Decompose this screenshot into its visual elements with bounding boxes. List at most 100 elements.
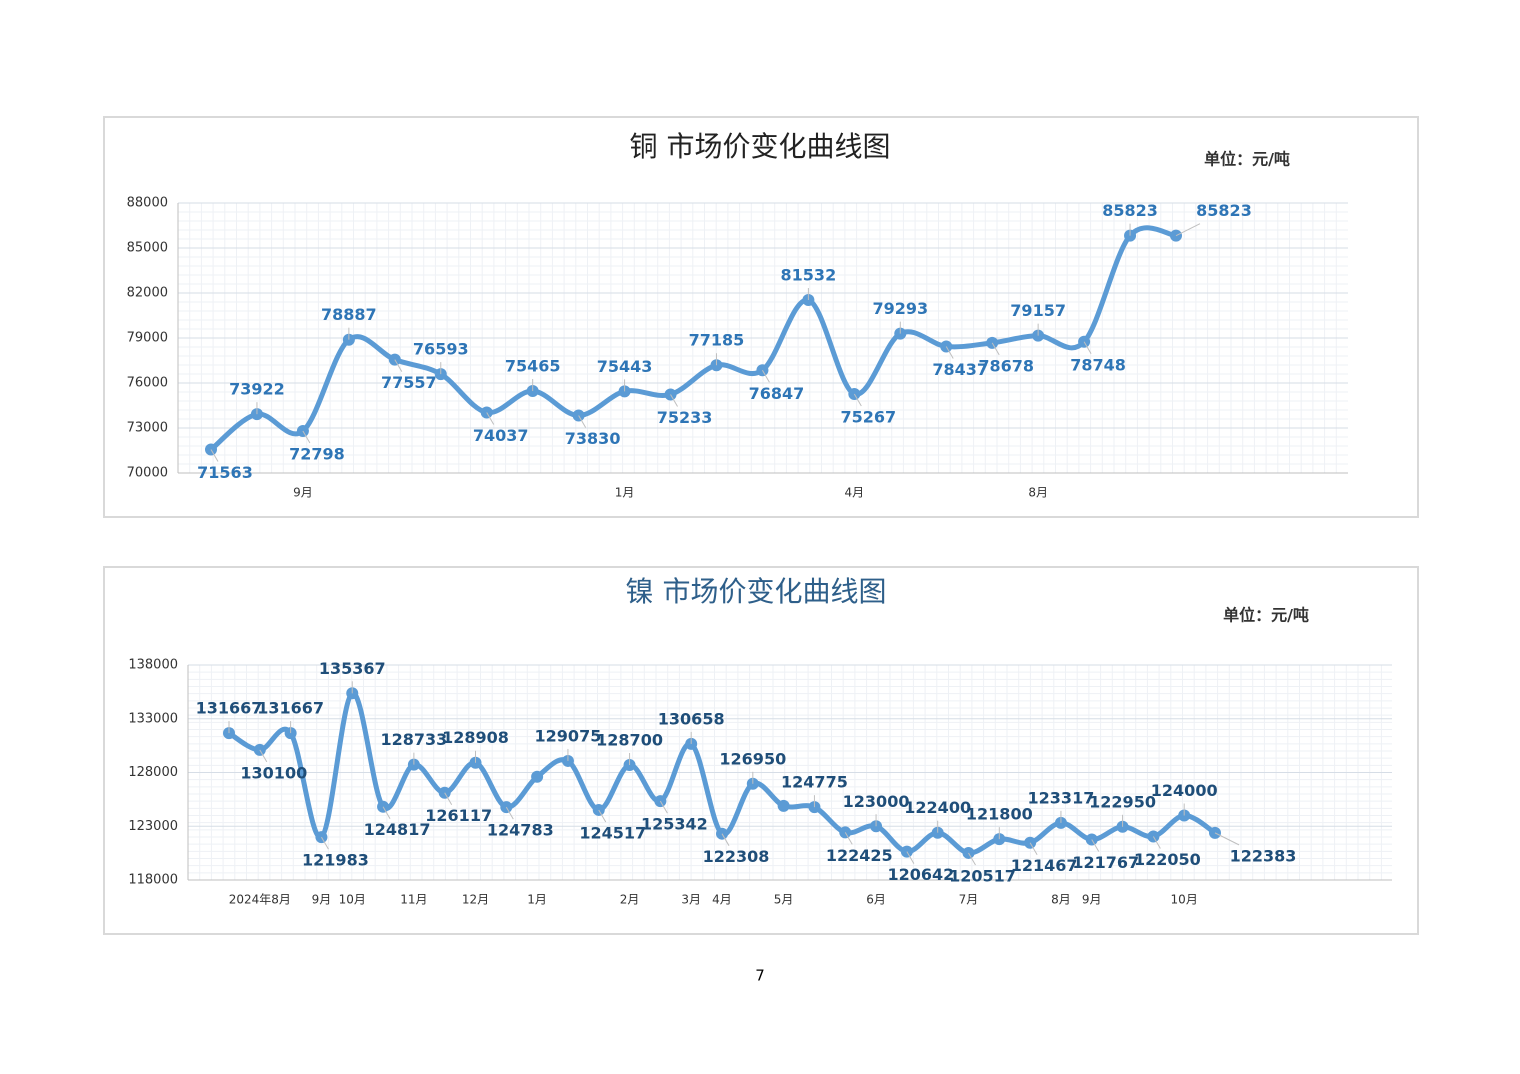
- data-label: 77185: [689, 331, 745, 350]
- data-label: 78748: [1070, 355, 1126, 374]
- x-tick-label: 6月: [866, 893, 886, 907]
- page-number: 7: [755, 967, 765, 985]
- x-tick-label: 7月: [959, 893, 979, 907]
- x-tick-label: 10月: [1171, 893, 1198, 907]
- leader-line: [945, 346, 954, 359]
- leader-line: [968, 852, 976, 866]
- leader-line: [844, 832, 853, 845]
- data-label: 128908: [442, 728, 509, 747]
- x-tick-label: 2024年8月: [229, 893, 291, 907]
- leader-line: [444, 792, 453, 805]
- leader-line: [721, 833, 730, 846]
- x-tick-label: 4月: [845, 486, 865, 500]
- leader-line: [210, 449, 219, 462]
- data-label: 76593: [413, 340, 469, 359]
- x-tick-label: 9月: [1082, 893, 1102, 907]
- x-tick-label: 8月: [1051, 893, 1071, 907]
- leader-line: [1083, 341, 1092, 355]
- leader-line: [1175, 223, 1201, 237]
- chart-title: 铜 市场价变化曲线图: [630, 130, 891, 163]
- data-label: 122950: [1089, 792, 1156, 811]
- leader-line: [659, 800, 668, 814]
- data-label: 73922: [229, 380, 285, 399]
- y-tick-label: 70000: [127, 466, 168, 481]
- leader-line: [1152, 836, 1161, 849]
- data-label: 124783: [487, 821, 554, 840]
- data-label: 81532: [781, 266, 837, 285]
- data-label: 135367: [319, 659, 386, 678]
- x-tick-label: 4月: [712, 893, 732, 907]
- data-label: 85823: [1102, 201, 1158, 220]
- y-tick-label: 85000: [127, 241, 168, 256]
- data-label: 125342: [641, 815, 708, 834]
- x-tick-label: 12月: [462, 893, 489, 907]
- data-label: 121983: [302, 851, 369, 870]
- y-tick-label: 123000: [128, 819, 178, 834]
- data-label: 75443: [597, 357, 653, 376]
- data-label: 129075: [535, 726, 602, 745]
- data-label: 74037: [473, 426, 529, 445]
- data-label: 122425: [826, 846, 893, 865]
- leader-line: [578, 415, 587, 428]
- data-label: 72798: [289, 445, 345, 464]
- chart-title: 镍 市场价变化曲线图: [626, 575, 887, 608]
- x-tick-label: 1月: [527, 893, 547, 907]
- y-tick-label: 138000: [128, 658, 178, 673]
- data-label: 122400: [904, 798, 971, 817]
- y-tick-label: 82000: [127, 286, 168, 301]
- data-label: 121467: [1011, 856, 1078, 875]
- data-label: 73830: [565, 429, 621, 448]
- data-label: 124817: [364, 820, 431, 839]
- data-label: 123317: [1028, 788, 1095, 807]
- data-label: 75267: [840, 407, 896, 426]
- y-tick-label: 128000: [128, 765, 178, 780]
- data-label: 131667: [196, 699, 263, 718]
- data-label: 76847: [749, 384, 805, 403]
- data-label: 124775: [781, 773, 848, 792]
- data-label: 120642: [887, 865, 954, 884]
- y-tick-label: 118000: [128, 873, 178, 888]
- data-label: 131667: [257, 699, 324, 718]
- x-tick-label: 1月: [615, 486, 635, 500]
- data-label: 78437: [932, 360, 988, 379]
- leader-line: [302, 430, 311, 444]
- point: [777, 799, 790, 812]
- data-label: 79157: [1010, 301, 1066, 320]
- line: [227, 690, 1217, 856]
- leader-line: [906, 851, 915, 864]
- data-label: 126950: [719, 749, 786, 768]
- x-tick-label: 2月: [620, 893, 640, 907]
- x-tick-label: 9月: [312, 893, 332, 907]
- y-tick-label: 73000: [127, 421, 168, 436]
- data-label: 130100: [240, 763, 307, 782]
- x-tick-label: 8月: [1028, 486, 1048, 500]
- y-tick-label: 79000: [127, 331, 168, 346]
- y-tick-label: 133000: [128, 711, 178, 726]
- y-tick-label: 88000: [127, 196, 168, 211]
- leader-line: [853, 393, 862, 407]
- leader-line: [394, 359, 403, 372]
- leader-line: [505, 806, 514, 820]
- line: [209, 225, 1177, 452]
- x-tick-label: 3月: [681, 893, 701, 907]
- unit-label: 单位：元/吨: [1204, 150, 1290, 169]
- leader-line: [259, 749, 268, 763]
- leader-line: [1091, 839, 1100, 852]
- data-label: 120517: [949, 866, 1016, 885]
- leader-line: [670, 394, 678, 407]
- data-label: 75233: [657, 408, 713, 427]
- data-label: 123000: [843, 792, 910, 811]
- unit-label: 单位：元/吨: [1223, 606, 1309, 625]
- data-label: 122383: [1230, 846, 1297, 865]
- chart-frame: [103, 116, 1419, 518]
- data-label: 124000: [1151, 781, 1218, 800]
- data-label: 75465: [505, 357, 561, 376]
- leader-line: [991, 342, 1000, 356]
- data-label: 124517: [579, 823, 646, 842]
- x-tick-label: 5月: [774, 893, 794, 907]
- leader-line: [598, 809, 607, 823]
- leader-line: [761, 370, 770, 383]
- point: [531, 770, 544, 783]
